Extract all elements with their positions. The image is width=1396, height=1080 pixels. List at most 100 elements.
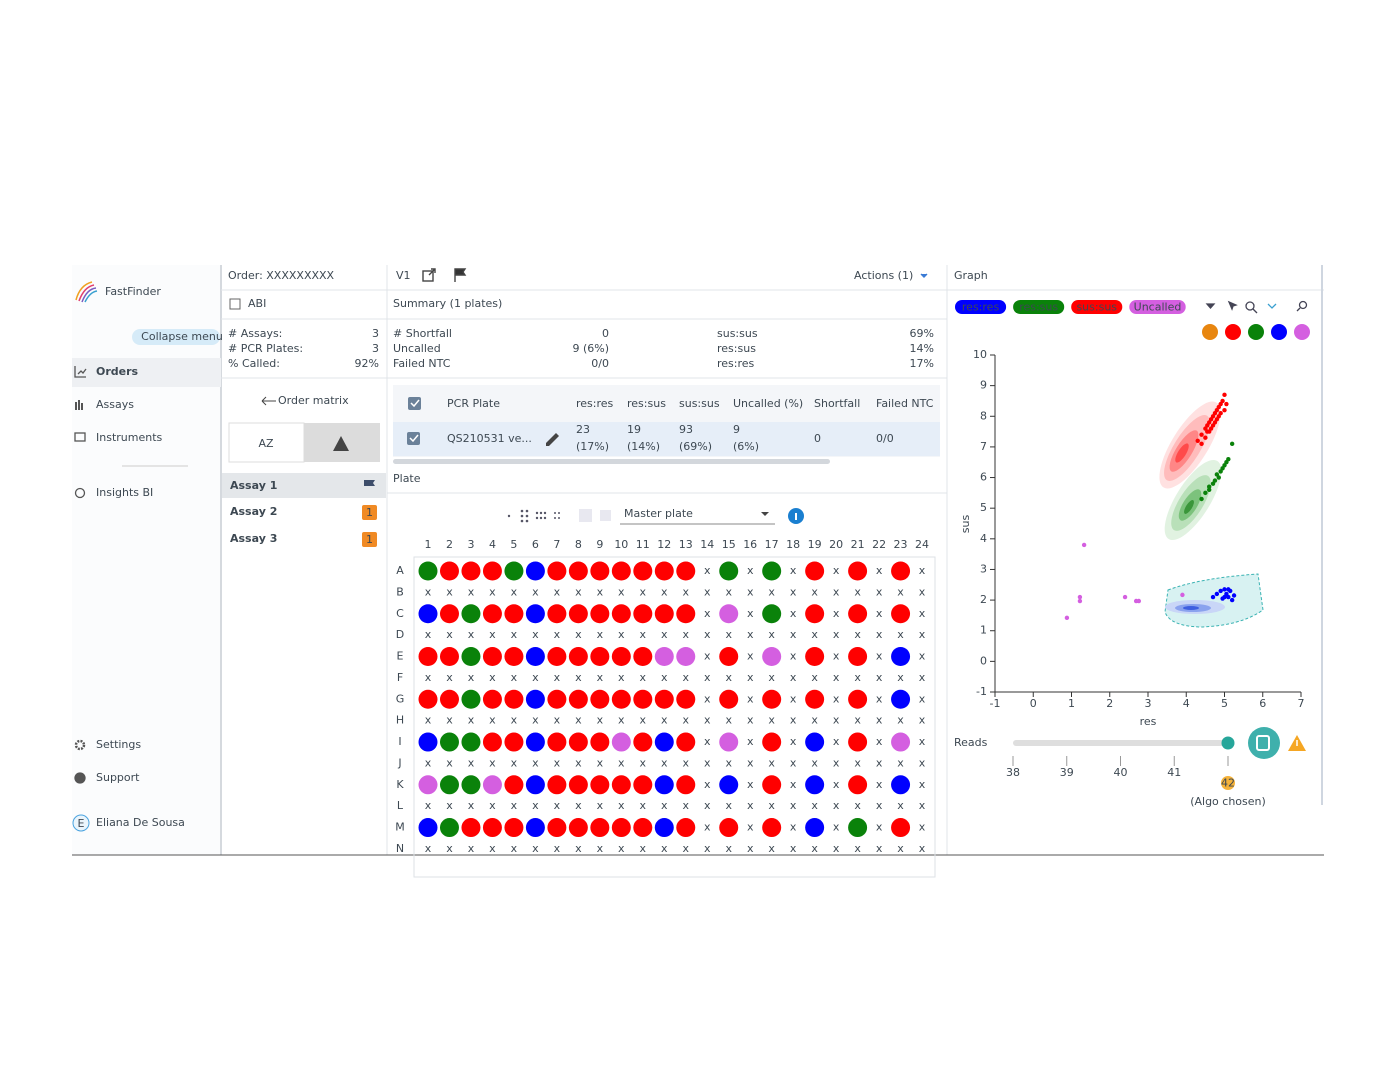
well[interactable] <box>590 689 610 709</box>
well[interactable] <box>525 561 545 581</box>
well[interactable] <box>891 647 911 667</box>
well[interactable] <box>547 732 567 752</box>
well[interactable] <box>891 561 911 581</box>
well[interactable] <box>482 647 502 667</box>
well[interactable] <box>504 732 524 752</box>
well[interactable] <box>482 775 502 795</box>
well[interactable] <box>461 689 481 709</box>
well[interactable] <box>504 647 524 667</box>
well[interactable] <box>676 561 696 581</box>
well[interactable] <box>762 689 782 709</box>
well[interactable] <box>568 775 588 795</box>
well[interactable] <box>547 604 567 624</box>
well[interactable] <box>633 818 653 838</box>
well[interactable] <box>805 647 825 667</box>
well[interactable] <box>547 689 567 709</box>
color-swatch[interactable] <box>1294 324 1310 340</box>
assay-item[interactable]: Assay 1 <box>230 479 277 492</box>
well[interactable] <box>633 689 653 709</box>
assay-item[interactable]: Assay 2 <box>230 505 277 518</box>
well[interactable] <box>611 775 631 795</box>
collapse-button[interactable] <box>132 329 220 345</box>
well[interactable] <box>461 818 481 838</box>
dropdown-caret[interactable] <box>761 512 769 516</box>
well[interactable] <box>568 689 588 709</box>
well[interactable] <box>848 689 868 709</box>
well[interactable] <box>418 689 438 709</box>
well[interactable] <box>891 689 911 709</box>
well[interactable] <box>805 604 825 624</box>
well[interactable] <box>848 732 868 752</box>
well[interactable] <box>848 561 868 581</box>
well[interactable] <box>654 647 674 667</box>
nav-item[interactable]: Orders <box>96 365 139 378</box>
well[interactable] <box>590 818 610 838</box>
nav-item[interactable]: Settings <box>96 738 141 751</box>
well[interactable] <box>525 732 545 752</box>
well[interactable] <box>891 818 911 838</box>
well[interactable] <box>568 561 588 581</box>
edit-icon[interactable] <box>546 433 559 446</box>
well[interactable] <box>654 604 674 624</box>
well[interactable] <box>547 647 567 667</box>
nav-item[interactable]: Support <box>96 771 140 784</box>
well[interactable] <box>633 604 653 624</box>
well[interactable] <box>805 732 825 752</box>
well[interactable] <box>654 689 674 709</box>
well[interactable] <box>654 775 674 795</box>
well[interactable] <box>525 604 545 624</box>
color-swatch[interactable] <box>1225 324 1241 340</box>
well[interactable] <box>439 604 459 624</box>
well[interactable] <box>633 732 653 752</box>
well[interactable] <box>805 818 825 838</box>
well[interactable] <box>848 647 868 667</box>
well[interactable] <box>719 818 739 838</box>
well[interactable] <box>439 689 459 709</box>
reads-knob[interactable] <box>1221 736 1235 750</box>
legend-pill[interactable] <box>1071 300 1123 314</box>
well[interactable] <box>762 775 782 795</box>
order-matrix-link[interactable]: Order matrix <box>278 394 349 407</box>
well[interactable] <box>418 775 438 795</box>
nav-item[interactable]: Insights BI <box>96 486 153 499</box>
well[interactable] <box>719 689 739 709</box>
well[interactable] <box>547 775 567 795</box>
well[interactable] <box>525 775 545 795</box>
sort-button[interactable] <box>228 422 305 463</box>
well[interactable] <box>654 818 674 838</box>
nav-item[interactable]: Instruments <box>96 431 163 444</box>
well[interactable] <box>482 818 502 838</box>
well[interactable] <box>848 818 868 838</box>
well[interactable] <box>461 775 481 795</box>
well[interactable] <box>719 604 739 624</box>
well[interactable] <box>891 775 911 795</box>
well[interactable] <box>891 732 911 752</box>
well[interactable] <box>418 818 438 838</box>
well[interactable] <box>568 818 588 838</box>
well[interactable] <box>590 775 610 795</box>
color-swatch[interactable] <box>1202 324 1218 340</box>
well[interactable] <box>547 561 567 581</box>
well[interactable] <box>525 647 545 667</box>
well[interactable] <box>418 561 438 581</box>
well[interactable] <box>676 604 696 624</box>
well[interactable] <box>461 732 481 752</box>
well[interactable] <box>762 818 782 838</box>
well[interactable] <box>848 604 868 624</box>
nav-item[interactable]: Assays <box>96 398 134 411</box>
well[interactable] <box>482 732 502 752</box>
well[interactable] <box>590 604 610 624</box>
well[interactable] <box>633 561 653 581</box>
well[interactable] <box>848 775 868 795</box>
well[interactable] <box>762 604 782 624</box>
well[interactable] <box>805 775 825 795</box>
color-swatch[interactable] <box>1248 324 1264 340</box>
well[interactable] <box>891 604 911 624</box>
well[interactable] <box>439 732 459 752</box>
well[interactable] <box>418 604 438 624</box>
well[interactable] <box>482 689 502 709</box>
checkbox[interactable] <box>408 397 421 410</box>
well[interactable] <box>654 732 674 752</box>
well[interactable] <box>719 561 739 581</box>
well[interactable] <box>590 647 610 667</box>
